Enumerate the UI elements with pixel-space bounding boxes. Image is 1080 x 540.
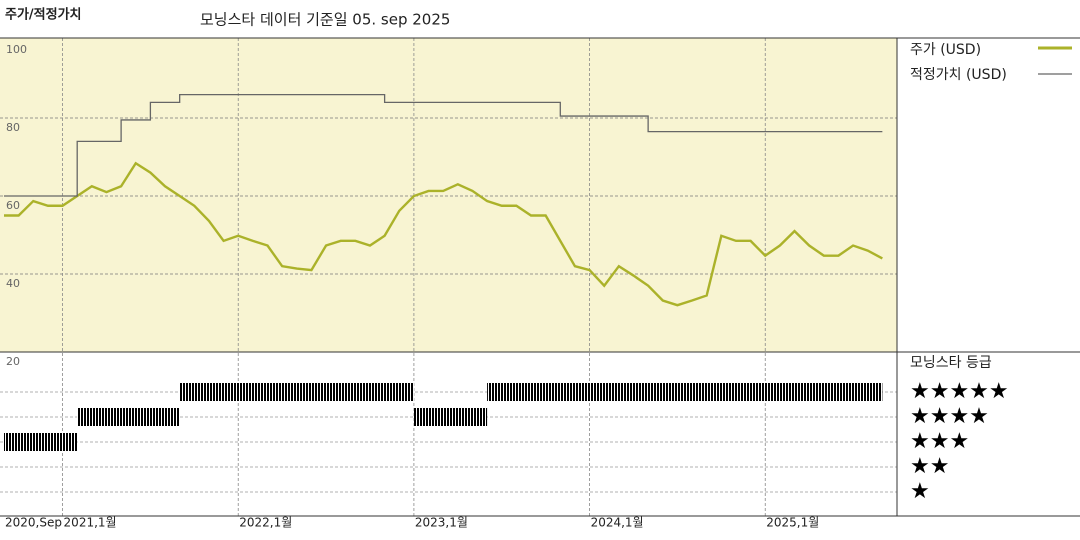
x-tick-label: 2024,1월 (591, 516, 644, 530)
chart-subtitle: 모닝스타 데이터 기준일 05. sep 2025 (200, 11, 450, 29)
y-tick-label: 20 (6, 355, 20, 368)
rating-bar (4, 433, 78, 451)
x-tick-label: 2020,Sep (5, 516, 62, 530)
rating-legend: ★ (910, 479, 930, 504)
y-tick-label: 100 (6, 43, 27, 56)
x-tick-label: 2021,1월 (64, 516, 117, 530)
rating-legend: ★★★★★ (910, 379, 1009, 404)
rating-title: 모닝스타 등급 (910, 355, 992, 371)
series-line (4, 93, 883, 197)
rating-bar (413, 408, 488, 426)
x-tick-label: 2022,1월 (239, 516, 292, 530)
y-tick-label: 80 (6, 121, 20, 134)
rating-legend: ★★★★ (910, 404, 989, 429)
rating-legend: ★★★ (910, 429, 969, 454)
rating-bar (179, 383, 414, 401)
x-tick-label: 2023,1월 (415, 516, 468, 530)
chart-title: 주가/적정가치 (5, 7, 82, 23)
legend-label: 주가 (USD) (910, 42, 981, 58)
legend-label: 적정가치 (USD) (910, 67, 1007, 83)
price-panel (0, 38, 897, 352)
rating-legend: ★★ (910, 454, 949, 479)
rating-bar (77, 408, 180, 426)
series-line (4, 161, 883, 307)
x-tick-label: 2025,1월 (766, 516, 819, 530)
y-tick-label: 40 (6, 277, 20, 290)
y-tick-label: 60 (6, 199, 20, 212)
rating-bar (487, 383, 883, 401)
